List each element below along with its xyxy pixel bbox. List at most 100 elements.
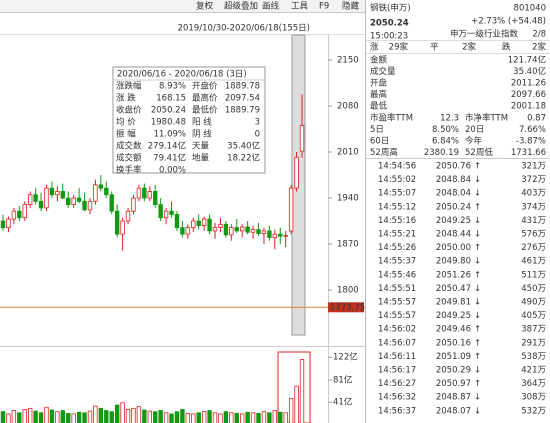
trade-direction: ↑	[474, 270, 481, 280]
trade-time: 14:55:12	[378, 202, 416, 212]
volume-bar	[142, 409, 147, 423]
volume-bar	[0, 411, 6, 423]
toolbar-tab[interactable]: 隐藏	[342, 1, 360, 12]
candle-body	[283, 235, 288, 237]
volume-bar	[109, 411, 114, 423]
candle-body	[245, 226, 250, 233]
trade-volume: 576万	[521, 230, 546, 240]
volume-bar	[76, 411, 82, 423]
candle-body	[153, 191, 158, 205]
candle-body	[120, 220, 125, 235]
y-tick-label: 2150	[337, 55, 359, 65]
toolbar-tab[interactable]: F9	[319, 2, 329, 12]
ratio-key: 52周高	[370, 147, 398, 158]
breadth: 29家	[389, 42, 409, 53]
trade-volume: 372万	[521, 175, 546, 185]
trade-direction: ↓	[474, 216, 481, 226]
popup-value: 1889.79	[225, 106, 260, 116]
candle-body	[44, 187, 49, 209]
popup-key: 均 价	[116, 117, 136, 128]
volume-bar	[288, 397, 294, 423]
trade-time: 14:55:21	[378, 230, 416, 240]
trade-price: 2050.29	[436, 366, 471, 376]
candle-body	[142, 187, 147, 199]
trade-time: 14:54:56	[378, 162, 416, 172]
toolbar-tab[interactable]: 工具	[291, 2, 309, 12]
volume-bar	[207, 410, 212, 423]
popup-value: 0	[255, 130, 260, 140]
popup-key: 地量	[192, 153, 210, 164]
volume-bar	[283, 412, 288, 423]
candle-body	[131, 197, 136, 212]
toolbar-tab[interactable]: 复权	[196, 1, 214, 12]
volume-bar	[267, 412, 272, 423]
volume-bar	[120, 402, 125, 423]
index-link[interactable]: 申万一级行业指数	[450, 29, 519, 40]
popup-key: 涨跌幅	[116, 81, 142, 92]
volume-tick-label: 41亿	[333, 397, 352, 408]
page-indicator: 2/8	[532, 30, 546, 40]
trade-volume: 403万	[521, 189, 546, 199]
volume-bar	[180, 409, 185, 423]
ratio-key: 市盈率TTM	[370, 113, 413, 124]
trade-direction: ↓	[474, 406, 481, 416]
candle-body	[98, 184, 104, 189]
volume-bar	[272, 410, 278, 423]
volume-bar	[60, 410, 65, 423]
trade-direction: ↑	[474, 352, 481, 362]
candle-body	[158, 204, 163, 219]
toolbar-tab[interactable]: 超级叠加	[224, 1, 258, 12]
quote-price: 2050.24	[370, 19, 409, 29]
popup-key: 成交数	[116, 141, 142, 152]
ratio-value: -3.87%	[516, 137, 546, 147]
ratio-key: 今年	[465, 136, 483, 147]
ratio-key: 5日	[370, 125, 384, 135]
toolbar-tab[interactable]: 画线	[262, 1, 280, 12]
volume-bar	[87, 410, 93, 423]
trade-direction: ↑	[474, 202, 481, 212]
stat-key: 成交量	[370, 66, 396, 77]
popup-key: 开盘价	[192, 81, 218, 92]
volume-bar	[158, 410, 163, 423]
candle-body	[234, 227, 239, 232]
trade-direction: ↓	[474, 257, 481, 267]
candle-body	[93, 184, 98, 202]
trade-direction: ↓	[474, 366, 481, 376]
trade-price: 2050.76	[436, 162, 471, 172]
candle-body	[6, 218, 11, 228]
candle-body	[60, 191, 65, 199]
popup-box	[112, 66, 266, 174]
popup-value: 8.93%	[159, 82, 186, 92]
volume-bar	[201, 411, 207, 423]
candle-body	[278, 233, 283, 237]
trade-price: 2051.09	[436, 352, 471, 362]
volume-bar	[234, 412, 239, 423]
candle-body	[87, 200, 93, 211]
trade-time: 14:56:37	[378, 406, 416, 416]
stat-value: 35.40亿	[513, 66, 546, 77]
trade-price: 2049.80	[436, 257, 471, 267]
volume-bar	[174, 411, 180, 423]
trade-price: 2050.97	[436, 379, 471, 389]
popup-value: 11.09%	[154, 130, 186, 140]
popup-key: 阴 线	[192, 129, 212, 140]
trade-time: 14:55:26	[378, 243, 416, 253]
trade-direction: ↓	[474, 298, 481, 308]
popup-value: 2050.24	[151, 106, 186, 116]
volume-bar	[212, 412, 218, 423]
stat-key: 最高	[370, 89, 387, 100]
stat-value: 2011.26	[511, 79, 546, 89]
candle-body	[191, 220, 196, 228]
candle-body	[212, 227, 218, 232]
trade-direction: ↑	[474, 243, 481, 253]
candle-body	[169, 210, 174, 215]
trade-time: 14:56:02	[378, 325, 416, 335]
popup-key: 最低价	[192, 105, 218, 116]
volume-bar	[82, 412, 87, 423]
trade-volume: 490万	[521, 298, 546, 308]
candle-body	[267, 230, 272, 238]
popup-key: 阳 线	[192, 117, 212, 128]
volume-bar	[261, 411, 267, 423]
candle-body	[22, 204, 27, 219]
popup-key: 天量	[192, 142, 210, 152]
